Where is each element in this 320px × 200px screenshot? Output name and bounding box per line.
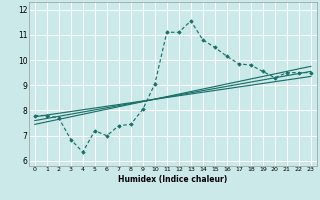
X-axis label: Humidex (Indice chaleur): Humidex (Indice chaleur) [118,175,228,184]
